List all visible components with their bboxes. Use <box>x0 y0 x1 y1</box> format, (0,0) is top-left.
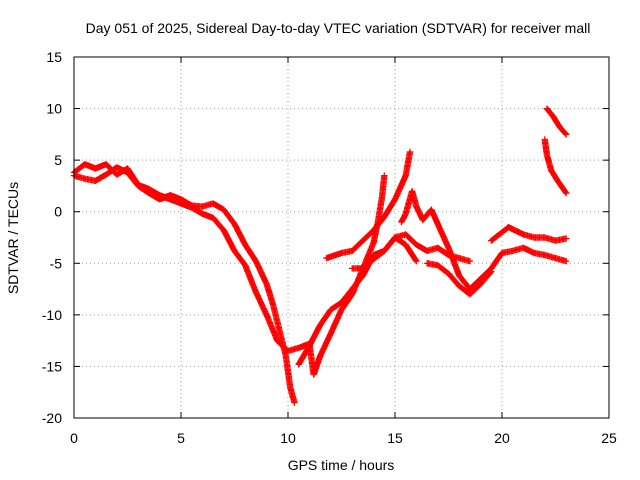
series-track-9 <box>541 136 570 197</box>
data-marker-track-10 <box>543 105 570 138</box>
y-axis-ticks: -20 -15 -10 -5 0 5 10 15 <box>42 49 609 426</box>
series-track-5 <box>349 234 420 272</box>
data-marker-track-9 <box>541 136 570 197</box>
data-marker-track-2 <box>70 161 388 378</box>
y-tick-label: 0 <box>54 204 62 220</box>
series-track-8 <box>488 224 570 244</box>
data-marker-track-7 <box>423 260 495 298</box>
x-tick-label: 25 <box>601 430 617 446</box>
y-axis-label: SDTVAR / TECUs <box>5 182 21 294</box>
x-tick-label: 15 <box>387 430 403 446</box>
series-track-1 <box>70 164 298 406</box>
x-axis-label: GPS time / hours <box>288 457 395 473</box>
data-marker-track-8 <box>488 224 570 244</box>
x-tick-label: 20 <box>494 430 510 446</box>
data-marker-track-1 <box>70 164 298 406</box>
y-tick-label: 5 <box>54 152 62 168</box>
y-tick-label: -10 <box>42 307 62 323</box>
plot-frame <box>73 56 610 419</box>
x-axis-ticks: 0 5 10 15 20 25 <box>70 57 617 446</box>
data-marker-track-4 <box>323 148 414 262</box>
y-tick-label: -15 <box>42 358 62 374</box>
y-tick-label: -5 <box>50 255 63 271</box>
series-track-7 <box>423 260 495 298</box>
y-tick-label: 10 <box>46 101 62 117</box>
data-marker-track-5 <box>349 234 420 272</box>
x-tick-label: 5 <box>177 430 185 446</box>
chart-title: Day 051 of 2025, Sidereal Day-to-day VTE… <box>86 20 591 36</box>
series-track-4 <box>323 148 414 262</box>
series-track-2 <box>70 161 388 378</box>
x-tick-label: 10 <box>280 430 296 446</box>
x-tick-label: 0 <box>70 430 78 446</box>
series-track-10 <box>543 105 570 138</box>
y-tick-label: -20 <box>42 410 62 426</box>
data-points <box>70 105 570 406</box>
y-tick-label: 15 <box>46 49 62 65</box>
